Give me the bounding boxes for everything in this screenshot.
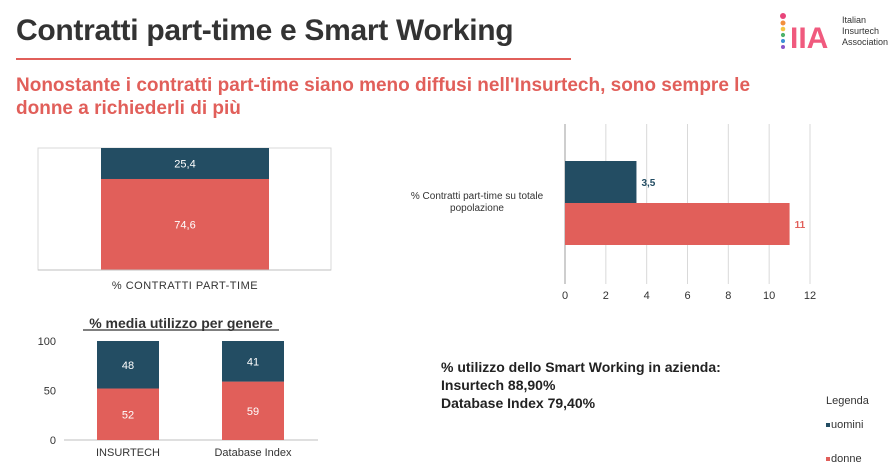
y-tick-label: 0: [50, 435, 56, 447]
y-category-label: % Contratti part-time su totale popolazio…: [411, 191, 544, 214]
data-label-uomini: 3,5: [641, 178, 655, 189]
x-category-label: Database Index: [214, 447, 292, 459]
smart-working-insurtech: Insurtech 88,90%: [441, 377, 556, 393]
y-category-label-line2: popolazione: [450, 203, 504, 214]
legend-swatch-uomini: [826, 423, 830, 427]
data-label-uomini: 25,4: [174, 158, 195, 170]
x-tick-label: 2: [603, 290, 609, 302]
x-tick-label: 6: [684, 290, 690, 302]
data-label-donne: 59: [247, 406, 259, 418]
bar-segment-donne: [97, 388, 159, 440]
chart-part-time-horizontal: 0 2 4 6 8 10 12 3,5 11 % Contratti part-time su t…: [411, 124, 816, 302]
logo-dot-5: [781, 39, 785, 43]
smart-working-heading: % utilizzo dello Smart Working in aziend…: [441, 359, 721, 375]
smart-working-database: Database Index 79,40%: [441, 395, 596, 411]
data-label-uomini: 48: [122, 360, 134, 372]
logo-dot-4: [780, 32, 786, 38]
data-label-donne: 74,6: [174, 219, 195, 231]
legend-title: Legenda: [826, 395, 869, 407]
legend-swatch-donne: [826, 457, 830, 461]
legend: Legenda uomini donne: [826, 395, 869, 465]
chart3-title: % media utilizzo per genere: [89, 315, 273, 331]
bar-segment-uomini: [222, 341, 284, 382]
iia-logo: IIA: [780, 13, 828, 55]
logo-mark: IIA: [790, 22, 828, 55]
logo-line-1: Italian: [842, 15, 867, 25]
chart-part-time-stacked: 74,6 25,4 % CONTRATTI PART-TIME: [37, 147, 332, 292]
legend-label-donne: donne: [831, 453, 862, 465]
title-underline: [16, 58, 571, 60]
logo-dot-3: [780, 26, 786, 32]
y-category-label-line1: % Contratti part-time su totale: [411, 191, 544, 202]
x-tick-label: 0: [562, 290, 568, 302]
x-tick-label: 8: [725, 290, 731, 302]
x-category-label: INSURTECH: [96, 447, 160, 459]
legend-label-uomini: uomini: [831, 419, 864, 431]
bar-segment-donne: [222, 381, 284, 440]
logo-dot-6: [781, 45, 785, 49]
y-tick-label: 100: [38, 336, 56, 348]
bar-uomini: [565, 161, 637, 203]
chart-media-utilizzo: % media utilizzo per genere 0 50 100 52 48 INS…: [38, 315, 318, 459]
bar-donne: [565, 203, 790, 245]
data-label-donne: 11: [795, 220, 806, 231]
x-tick-label: 4: [644, 290, 650, 302]
bar-segment-donne: [101, 178, 269, 270]
bar-segment-uomini: [97, 341, 159, 389]
bar-segment-uomini: [101, 148, 269, 179]
logo-line-3: Association: [842, 37, 889, 47]
y-tick-label: 50: [44, 386, 56, 398]
x-tick-label: 12: [804, 290, 816, 302]
data-label-donne: 52: [122, 409, 134, 421]
data-label-uomini: 41: [247, 356, 259, 368]
x-tick-label: 10: [763, 290, 775, 302]
page-title: Contratti part-time e Smart Working: [16, 14, 514, 47]
logo-line-2: Insurtech: [842, 26, 880, 36]
smart-working-summary: % utilizzo dello Smart Working in aziend…: [441, 358, 721, 412]
logo-dot-1: [780, 13, 786, 19]
logo-dot-2: [780, 20, 786, 26]
legend-item-uomini: uomini: [826, 419, 869, 431]
legend-item-donne: donne: [826, 453, 869, 465]
chart1-category-label: % CONTRATTI PART-TIME: [112, 280, 258, 292]
page-subtitle: Nonostante i contratti part-time siano m…: [16, 75, 751, 119]
logo-text: Italian Insurtech Association: [842, 15, 888, 48]
